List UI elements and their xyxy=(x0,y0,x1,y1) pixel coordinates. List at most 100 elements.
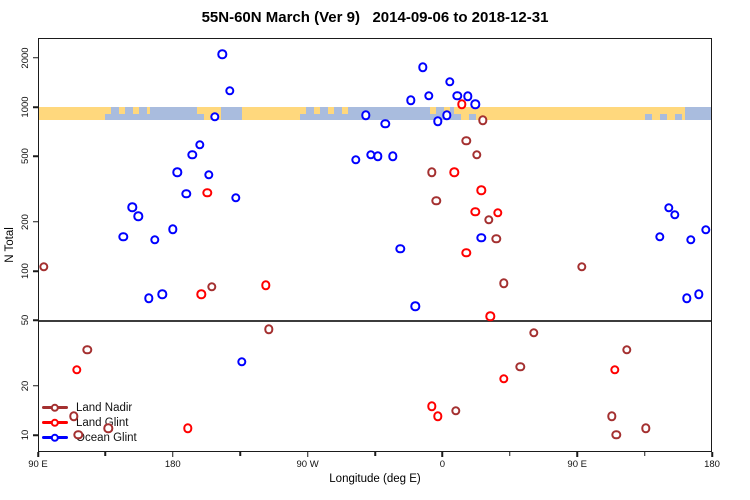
y-axis-tick-label: 500 xyxy=(20,148,31,165)
map-band-mixed_ocean-segment xyxy=(105,107,151,121)
land-nadir-marker-icon xyxy=(42,402,68,413)
data-point-ocean-glint xyxy=(350,155,361,165)
data-point-land-nadir xyxy=(641,423,651,433)
data-point-ocean-glint xyxy=(452,91,463,101)
data-point-ocean-glint xyxy=(210,112,220,122)
plot-border xyxy=(38,38,712,452)
map-band-ocean-segment xyxy=(685,107,712,121)
chart-title: 55N-60N March (Ver 9) 2014-09-06 to 2018… xyxy=(201,9,549,26)
x-axis-tick-label: 90 E xyxy=(567,459,587,470)
legend-item-ocean-glint: Ocean Glint xyxy=(42,430,137,445)
y-axis-tick xyxy=(33,220,38,223)
data-point-land-nadir xyxy=(529,328,539,338)
y-axis-tick-label: 2000 xyxy=(20,47,31,69)
data-point-land-glint xyxy=(457,99,467,109)
data-point-land-glint xyxy=(476,185,487,196)
x-axis-minor-tick xyxy=(374,452,376,456)
y-axis-tick-label: 10 xyxy=(20,429,31,441)
data-point-land-glint xyxy=(485,311,496,321)
data-point-land-nadir xyxy=(427,167,437,177)
data-point-ocean-glint xyxy=(118,232,129,242)
data-point-land-nadir xyxy=(103,423,114,433)
data-point-ocean-glint xyxy=(172,167,182,177)
data-point-land-nadir xyxy=(515,362,525,372)
data-point-ocean-glint xyxy=(476,233,487,243)
y-axis-title: N Total xyxy=(4,227,16,263)
data-point-land-nadir xyxy=(82,345,93,355)
data-point-ocean-glint xyxy=(127,202,138,212)
data-point-ocean-glint xyxy=(445,77,455,87)
y-axis-tick xyxy=(33,56,38,59)
data-point-ocean-glint xyxy=(195,139,205,150)
y-axis-tick xyxy=(33,270,38,272)
y-axis-tick xyxy=(33,434,38,436)
y-axis-tick xyxy=(33,155,38,158)
data-point-land-glint xyxy=(433,411,443,422)
data-point-land-glint xyxy=(183,423,193,433)
data-point-land-nadir xyxy=(39,262,49,272)
data-point-ocean-glint xyxy=(217,49,227,59)
data-point-ocean-glint xyxy=(236,356,247,367)
data-point-land-nadir xyxy=(69,411,79,422)
data-point-land-glint xyxy=(470,206,481,217)
data-point-ocean-glint xyxy=(388,151,398,162)
map-band-ocean-segment xyxy=(150,107,197,121)
data-point-land-glint xyxy=(499,374,509,384)
legend-item-land-glint: Land Glint xyxy=(42,415,137,430)
data-point-ocean-glint xyxy=(701,225,711,235)
data-point-ocean-glint xyxy=(187,150,197,160)
data-point-land-nadir xyxy=(621,345,632,355)
ocean-glint-marker-icon xyxy=(42,432,68,443)
x-axis-tick xyxy=(172,452,174,457)
y-axis-tick-label: 1000 xyxy=(20,96,31,118)
map-band-mixed_ocean-segment xyxy=(300,107,352,121)
map-band-mixed_land-segment xyxy=(454,107,482,121)
data-point-ocean-glint xyxy=(424,91,434,101)
x-axis-tick-label: 180 xyxy=(164,459,181,470)
data-point-land-nadir xyxy=(484,215,494,225)
data-point-ocean-glint xyxy=(470,99,481,109)
data-point-ocean-glint xyxy=(168,224,178,234)
data-point-land-nadir xyxy=(478,115,488,125)
map-band-ocean-segment xyxy=(351,107,431,121)
data-point-land-nadir xyxy=(611,430,621,440)
data-point-land-nadir xyxy=(499,278,509,289)
data-point-ocean-glint xyxy=(686,235,696,245)
reference-line-50 xyxy=(38,320,712,322)
x-axis-tick xyxy=(711,452,713,457)
data-point-ocean-glint xyxy=(204,170,214,180)
legend-label-ocean-glint: Ocean Glint xyxy=(76,431,137,444)
data-point-land-nadir xyxy=(606,411,617,422)
x-axis-title: Longitude (deg E) xyxy=(329,473,421,485)
data-point-ocean-glint xyxy=(225,86,235,96)
data-point-ocean-glint xyxy=(395,244,406,254)
x-axis-tick xyxy=(576,452,578,457)
map-band-land-segment xyxy=(241,107,301,121)
data-point-land-nadir xyxy=(451,406,461,416)
data-point-ocean-glint xyxy=(181,189,191,199)
data-point-ocean-glint xyxy=(144,293,154,304)
data-point-ocean-glint xyxy=(150,235,160,245)
y-axis-tick-label: 50 xyxy=(20,315,31,326)
data-point-land-glint xyxy=(427,401,437,411)
y-axis-tick xyxy=(33,106,38,108)
data-point-ocean-glint xyxy=(681,293,692,304)
data-point-land-glint xyxy=(493,208,503,218)
data-point-ocean-glint xyxy=(373,151,383,162)
data-point-land-nadir xyxy=(472,150,482,160)
data-point-land-nadir xyxy=(207,282,217,292)
data-point-ocean-glint xyxy=(231,192,241,203)
data-point-land-nadir xyxy=(491,234,502,244)
data-point-land-glint xyxy=(461,248,472,258)
y-axis-tick-label: 100 xyxy=(20,263,31,279)
data-point-land-glint xyxy=(202,188,212,198)
y-axis-tick xyxy=(33,319,38,322)
data-point-land-glint xyxy=(196,289,206,300)
data-point-ocean-glint xyxy=(157,289,168,300)
x-axis-tick-label: 180 xyxy=(704,459,720,470)
y-axis-tick-label: 200 xyxy=(20,213,31,230)
data-point-ocean-glint xyxy=(361,110,371,120)
x-axis-minor-tick xyxy=(104,452,107,456)
data-point-ocean-glint xyxy=(406,95,416,105)
